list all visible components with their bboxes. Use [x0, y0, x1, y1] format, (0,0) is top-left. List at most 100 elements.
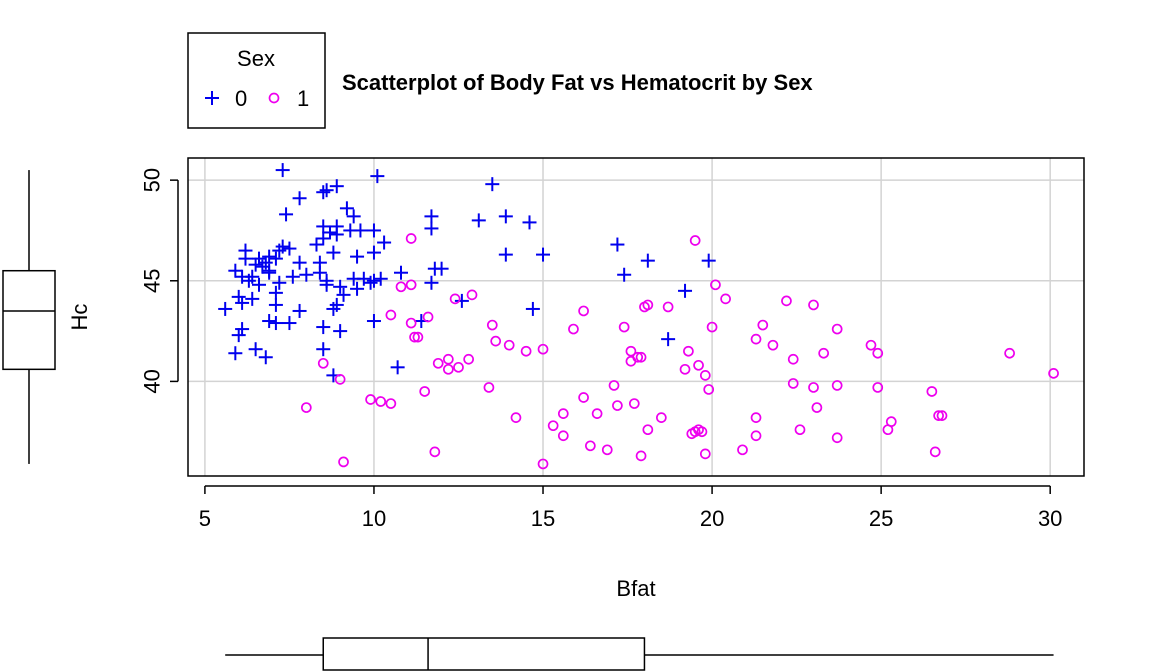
point-sex-1: [699, 448, 711, 460]
point-sex-1: [463, 353, 474, 365]
point-sex-0: [390, 360, 405, 375]
point-sex-1: [818, 347, 830, 359]
data-points: [218, 163, 1059, 470]
y-marginal-boxplot: [2, 170, 56, 464]
point-sex-0: [339, 201, 354, 216]
point-sex-1: [385, 398, 397, 409]
point-sex-0: [424, 221, 439, 236]
point-sex-0: [333, 324, 348, 339]
point-sex-1: [625, 345, 637, 357]
point-sex-0: [248, 257, 263, 272]
point-sex-1: [568, 323, 579, 335]
point-sex-1: [720, 293, 731, 305]
point-sex-0: [366, 273, 381, 288]
point-sex-1: [466, 289, 478, 301]
point-sex-1: [317, 357, 329, 369]
point-sex-0: [316, 219, 331, 234]
point-sex-0: [350, 281, 365, 296]
point-sex-0: [701, 253, 716, 268]
point-sex-1: [385, 309, 397, 321]
point-sex-0: [323, 225, 338, 240]
point-sex-1: [585, 440, 596, 452]
point-sex-0: [285, 269, 300, 284]
point-sex-0: [610, 237, 625, 252]
point-sex-1: [689, 235, 701, 246]
point-sex-0: [262, 265, 277, 280]
point-sex-0: [316, 342, 331, 357]
point-sex-0: [292, 191, 307, 206]
point-sex-1: [429, 446, 441, 458]
point-sex-1: [432, 357, 444, 369]
point-sex-0: [346, 271, 361, 286]
y-tick-label: 45: [140, 269, 165, 293]
point-sex-0: [536, 247, 551, 262]
point-sex-0: [231, 289, 246, 304]
point-sex-1: [578, 305, 589, 317]
point-sex-1: [422, 311, 434, 323]
point-sex-0: [299, 267, 314, 282]
point-sex-1: [537, 458, 549, 470]
point-sex-0: [485, 177, 500, 192]
point-sex-0: [231, 328, 246, 343]
point-sex-0: [366, 245, 381, 260]
point-sex-0: [424, 209, 439, 224]
plot-frame: [187, 157, 1085, 477]
point-sex-0: [326, 245, 341, 260]
point-sex-1: [338, 456, 349, 468]
x-tick-label: 30: [1038, 506, 1062, 531]
point-sex-1: [635, 351, 647, 363]
point-sex-1: [787, 353, 799, 365]
point-sex-0: [498, 247, 513, 262]
point-sex-1: [442, 353, 454, 365]
point-sex-1: [547, 420, 559, 432]
point-sex-1: [449, 293, 461, 305]
point-sex-0: [218, 301, 233, 316]
point-sex-1: [811, 402, 823, 413]
point-sex-0: [272, 275, 287, 290]
point-sex-1: [926, 386, 938, 397]
point-sex-1: [608, 380, 620, 391]
point-sex-1: [656, 412, 667, 423]
point-sex-1: [537, 343, 549, 355]
point-sex-0: [346, 209, 361, 224]
point-sex-1: [520, 345, 532, 357]
point-sex-1: [409, 331, 420, 343]
point-sex-0: [498, 209, 513, 224]
point-sex-1: [1048, 368, 1059, 379]
point-sex-1: [635, 450, 647, 462]
point-sex-1: [557, 408, 569, 419]
point-sex-0: [336, 287, 351, 302]
point-sex-1: [703, 384, 715, 395]
point-sex-0: [434, 261, 449, 276]
point-sex-1: [375, 396, 387, 407]
point-sex-1: [453, 361, 464, 373]
point-sex-0: [235, 322, 250, 337]
x-tick-label: 5: [199, 506, 211, 531]
point-sex-1: [767, 339, 779, 351]
point-sex-1: [483, 382, 495, 393]
point-sex-0: [471, 213, 486, 228]
point-sex-0: [282, 316, 297, 331]
point-sex-1: [503, 339, 515, 351]
point-sex-0: [272, 243, 287, 258]
point-sex-0: [370, 169, 385, 184]
legend: Sex 0 1: [187, 32, 326, 129]
point-sex-0: [617, 267, 632, 282]
point-sex-1: [699, 370, 711, 381]
legend-label-1: 1: [297, 86, 309, 111]
point-sex-1: [662, 301, 674, 313]
point-sex-1: [578, 392, 589, 403]
point-sex-0: [525, 301, 540, 316]
point-sex-1: [929, 446, 941, 458]
point-sex-0: [312, 265, 327, 280]
point-sex-0: [309, 237, 324, 252]
point-sex-0: [241, 273, 256, 288]
point-sex-0: [268, 316, 283, 331]
legend-plus-marker: [205, 91, 219, 105]
point-sex-0: [268, 285, 283, 300]
point-sex-0: [319, 183, 334, 198]
x-tick-label: 20: [700, 506, 724, 531]
point-sex-1: [865, 339, 877, 351]
point-sex-0: [326, 301, 341, 316]
point-sex-0: [350, 249, 365, 264]
